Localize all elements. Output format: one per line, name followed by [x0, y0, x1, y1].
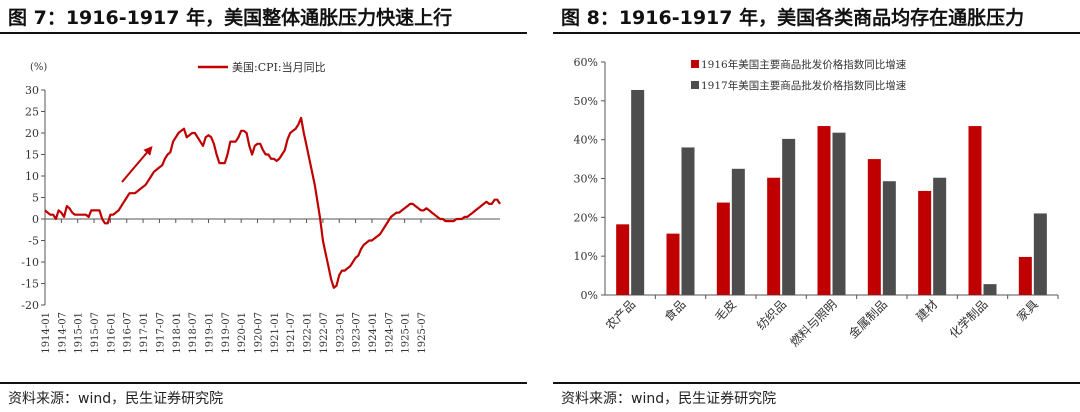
y-tick-label: 60% [574, 56, 598, 69]
wholesale-price-bar-chart: 0% 10% 20% 30% 40% 50% 60% 农产品 食品 毛皮 纺织品燃料与照明 金属制品建… [574, 56, 1059, 350]
y-tick-label: -10 [21, 256, 39, 269]
x-tick-label: 1924-01 [368, 312, 379, 354]
x-tick-label: 1922-07 [319, 312, 330, 354]
cpi-series-line [44, 116, 501, 289]
x-tick-label: 1919-07 [221, 312, 232, 354]
x-tick-label: 1921-07 [286, 312, 297, 354]
left-panel: 图 7：1916-1917 年，美国整体通胀压力快速上行 (%) -20 -15 -1… [0, 0, 527, 412]
x-tick-label: 1920-01 [237, 312, 248, 354]
category-label: 家具 [1013, 297, 1041, 325]
bar-1917 [631, 89, 645, 296]
x-tick-label: 1916-01 [106, 312, 117, 354]
x-tick-label: 1923-07 [352, 312, 363, 354]
legend-label: 1917年美国主要商品批发价格指数同比增速 [701, 79, 907, 92]
bar-1916 [666, 233, 680, 295]
bar-1917 [731, 168, 745, 295]
y-tick-label: 15 [25, 149, 39, 162]
category-label: 毛皮 [712, 297, 739, 324]
category-label: 燃料与照明 [787, 297, 840, 350]
bar-1916 [1018, 256, 1032, 295]
bar-1917 [681, 147, 695, 295]
y-tick-label: 10 [25, 170, 39, 183]
bar-1917 [782, 138, 796, 295]
bar-1917 [1033, 213, 1047, 295]
x-tick-label: 1916-07 [123, 312, 134, 354]
category-label: 纺织品 [754, 297, 789, 332]
category-label: 农产品 [603, 297, 638, 332]
legend-swatch [691, 81, 699, 89]
x-tick-label: 1923-01 [335, 312, 346, 354]
x-tick-label: 1920-07 [254, 312, 265, 354]
category-label: 化学制品 [946, 297, 991, 342]
x-tick-label: 1921-01 [270, 312, 281, 354]
y-tick-label: 20% [574, 211, 598, 224]
y-tick-label: 0% [581, 289, 598, 302]
bar-1917 [882, 181, 896, 295]
left-source-rule [0, 382, 527, 384]
y-tick-label: 10% [574, 250, 598, 263]
x-tick-label: 1917-07 [155, 312, 166, 354]
bar-1916 [817, 126, 831, 295]
y-tick-label: 40% [574, 134, 598, 147]
x-tick-label: 1918-07 [188, 312, 199, 354]
x-tick-label: 1918-01 [172, 312, 183, 354]
category-label: 金属制品 [845, 297, 890, 342]
y-tick-label: -5 [28, 235, 39, 248]
y-tick-label: 30% [574, 173, 598, 186]
right-source-rule [553, 382, 1080, 384]
x-tick-label: 1917-01 [139, 312, 150, 354]
x-tick-label: 1925-07 [417, 312, 428, 354]
x-tick-label: 1922-01 [303, 312, 314, 354]
right-panel: 图 8：1916-1917 年，美国各类商品均存在通胀压力 0% 10% 20% 30… [553, 0, 1080, 412]
bar-1916 [716, 202, 730, 295]
x-tick-label: 1925-01 [401, 312, 412, 354]
right-source-note: 资料来源：wind，民生证券研究院 [561, 391, 777, 407]
y-tick-label: 0 [32, 213, 39, 226]
bar-1916 [968, 126, 982, 295]
left-title-rule [0, 32, 527, 34]
x-tick-label: 1919-01 [204, 312, 215, 354]
x-tick-label: 1924-07 [384, 312, 395, 354]
legend-swatch [691, 60, 699, 68]
legend-label: 美国:CPI:当月同比 [232, 60, 326, 74]
bar-1916 [918, 190, 932, 295]
y-tick-label: -20 [21, 299, 39, 312]
bar-1917 [933, 177, 947, 295]
y-tick-label: 25 [25, 106, 39, 119]
left-source-note: 资料来源：wind，民生证券研究院 [8, 391, 224, 407]
y-tick-label: 30 [25, 84, 39, 97]
right-title-rule [553, 32, 1080, 34]
cpi-line-chart: (%) -20 -15 -10 -5 0 5 10 15 20 25 30 1914-01 1914-07… [21, 60, 501, 354]
category-label: 食品 [661, 297, 689, 325]
x-tick-label: 1914-07 [57, 312, 68, 354]
x-tick-label: 1915-01 [74, 312, 85, 354]
trend-arrow-annotation [121, 145, 153, 183]
y-tick-label: 20 [25, 127, 39, 140]
right-figure-title: 图 8：1916-1917 年，美国各类商品均存在通胀压力 [561, 7, 1025, 29]
bar-1916 [867, 159, 881, 295]
x-tick-label: 1914-01 [41, 312, 52, 354]
left-figure-title: 图 7：1916-1917 年，美国整体通胀压力快速上行 [8, 7, 453, 29]
bar-1916 [767, 177, 781, 295]
y-tick-label: -15 [21, 278, 39, 291]
legend-label: 1916年美国主要商品批发价格指数同比增速 [701, 58, 907, 71]
bar-1917 [983, 284, 997, 295]
x-tick-label: 1915-07 [90, 312, 101, 354]
category-label: 建材 [913, 297, 940, 324]
bar-1916 [616, 224, 630, 295]
y-tick-label: 5 [32, 192, 39, 205]
y-unit-label: (%) [30, 62, 47, 73]
bar-1917 [832, 132, 846, 295]
y-tick-label: 50% [574, 95, 598, 108]
